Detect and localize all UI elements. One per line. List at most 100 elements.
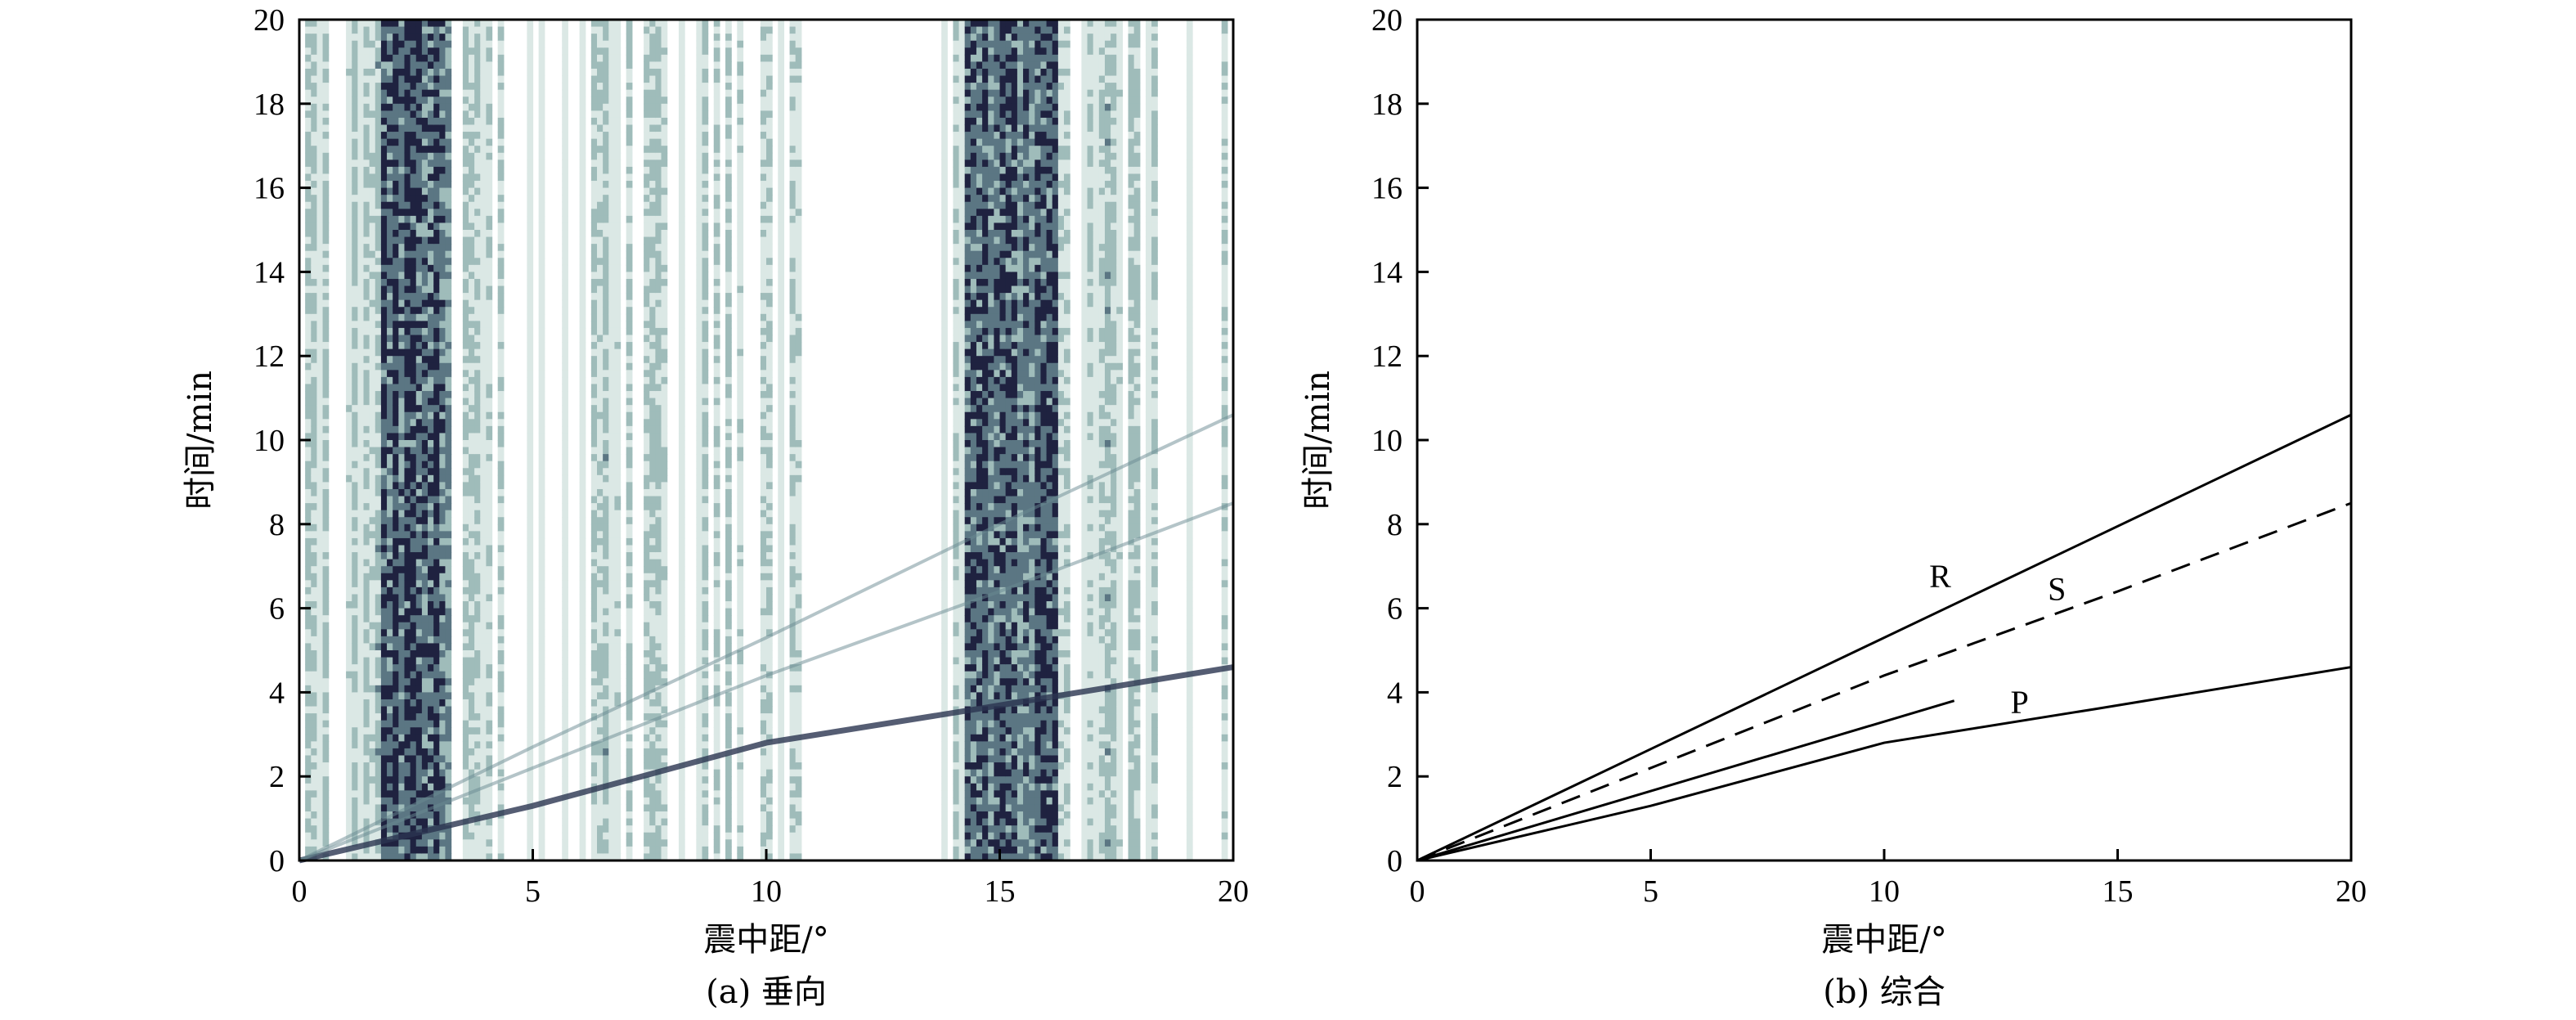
heatmap-cell — [608, 643, 616, 651]
heatmap-cell — [590, 468, 598, 476]
heatmap-cell — [415, 250, 423, 258]
heatmap-cell — [486, 454, 493, 462]
heatmap-cell — [398, 748, 406, 757]
heatmap-cell — [421, 586, 429, 595]
heatmap-cell — [439, 657, 447, 665]
heatmap-cell — [626, 468, 633, 476]
heatmap-cell — [346, 362, 352, 371]
heatmap-cell — [415, 566, 423, 574]
heatmap-cell — [480, 622, 487, 630]
heatmap-cell — [590, 601, 598, 609]
heatmap-cell — [626, 482, 633, 490]
heatmap-cell — [369, 636, 376, 645]
heatmap-cell — [614, 405, 622, 413]
heatmap-cell — [363, 615, 370, 623]
heatmap-cell — [614, 622, 622, 630]
heatmap-cell — [649, 166, 656, 175]
heatmap-cell — [626, 559, 633, 567]
heatmap-cell — [404, 258, 411, 266]
heatmap-cell — [393, 40, 399, 48]
heatmap-cell — [322, 307, 330, 315]
heatmap-cell — [579, 117, 586, 126]
heatmap-cell — [380, 664, 388, 672]
heatmap-cell — [608, 152, 616, 160]
heatmap-cell — [305, 20, 312, 28]
heatmap-cell — [357, 376, 365, 385]
heatmap-cell — [474, 433, 481, 441]
heatmap-cell — [363, 272, 370, 280]
heatmap-cell — [404, 20, 411, 28]
heatmap-cell — [393, 103, 399, 111]
heatmap-cell — [433, 755, 440, 763]
heatmap-cell — [655, 846, 662, 855]
heatmap-cell — [316, 250, 324, 258]
heatmap-cell — [497, 846, 505, 855]
heatmap-cell — [357, 327, 365, 336]
heatmap-cell — [474, 160, 481, 168]
heatmap-cell — [439, 54, 447, 62]
heatmap-cell — [439, 573, 447, 581]
heatmap-cell — [439, 244, 447, 252]
heatmap-cell — [527, 307, 534, 315]
heatmap-cell — [468, 391, 475, 399]
heatmap-cell — [468, 776, 475, 784]
heatmap-cell — [579, 496, 586, 504]
heatmap-cell — [614, 313, 622, 321]
heatmap-cell — [393, 853, 399, 861]
heatmap-cell — [603, 474, 609, 483]
heatmap-cell — [445, 545, 452, 553]
heatmap-cell — [428, 258, 434, 266]
heatmap-cell — [649, 727, 656, 735]
heatmap-cell — [369, 622, 376, 630]
heatmap-cell — [415, 552, 423, 560]
heatmap-cell — [486, 47, 493, 56]
heatmap-cell — [497, 468, 505, 476]
heatmap-cell — [421, 488, 429, 497]
heatmap-cell — [398, 622, 406, 630]
heatmap-cell — [393, 272, 399, 280]
heatmap-cell — [486, 321, 493, 329]
heatmap-cell — [305, 250, 312, 258]
heatmap-cell — [590, 671, 598, 679]
heatmap-cell — [311, 531, 318, 539]
heatmap-cell — [415, 727, 423, 735]
heatmap-cell — [562, 313, 568, 321]
heatmap-cell — [369, 222, 376, 231]
heatmap-cell — [603, 447, 609, 455]
heatmap-cell — [404, 664, 411, 672]
heatmap-cell — [497, 264, 505, 272]
heatmap-cell — [305, 523, 312, 532]
heatmap-cell — [614, 523, 622, 532]
heatmap-cell — [393, 790, 399, 798]
heatmap-cell — [305, 258, 312, 266]
heatmap-cell — [369, 278, 376, 287]
heatmap-cell — [398, 391, 406, 399]
heatmap-cell — [468, 552, 475, 560]
heatmap-cell — [387, 545, 393, 553]
heatmap-cell — [497, 313, 505, 321]
heatmap-cell — [428, 419, 434, 427]
heatmap-cell — [644, 776, 650, 784]
heatmap-cell — [462, 272, 469, 280]
heatmap-cell — [387, 327, 393, 336]
heatmap-cell — [404, 586, 411, 595]
heatmap-cell — [480, 89, 487, 97]
heatmap-cell — [538, 720, 545, 728]
heatmap-cell — [357, 97, 365, 105]
heatmap-cell — [649, 580, 656, 588]
heatmap-cell — [316, 103, 324, 111]
heatmap-cell — [608, 699, 616, 708]
heatmap-cell — [352, 839, 358, 847]
heatmap-cell — [428, 181, 434, 189]
heatmap-cell — [404, 685, 411, 693]
heatmap-cell — [316, 769, 324, 777]
heatmap-cell — [363, 503, 370, 511]
heatmap-cell — [410, 342, 417, 350]
heatmap-cell — [538, 348, 545, 357]
heatmap-cell — [380, 75, 388, 83]
heatmap-cell — [468, 272, 475, 280]
heatmap-cell — [322, 146, 330, 154]
heatmap-cell — [404, 285, 411, 294]
heatmap-cell — [305, 285, 312, 294]
heatmap-cell — [527, 327, 534, 336]
